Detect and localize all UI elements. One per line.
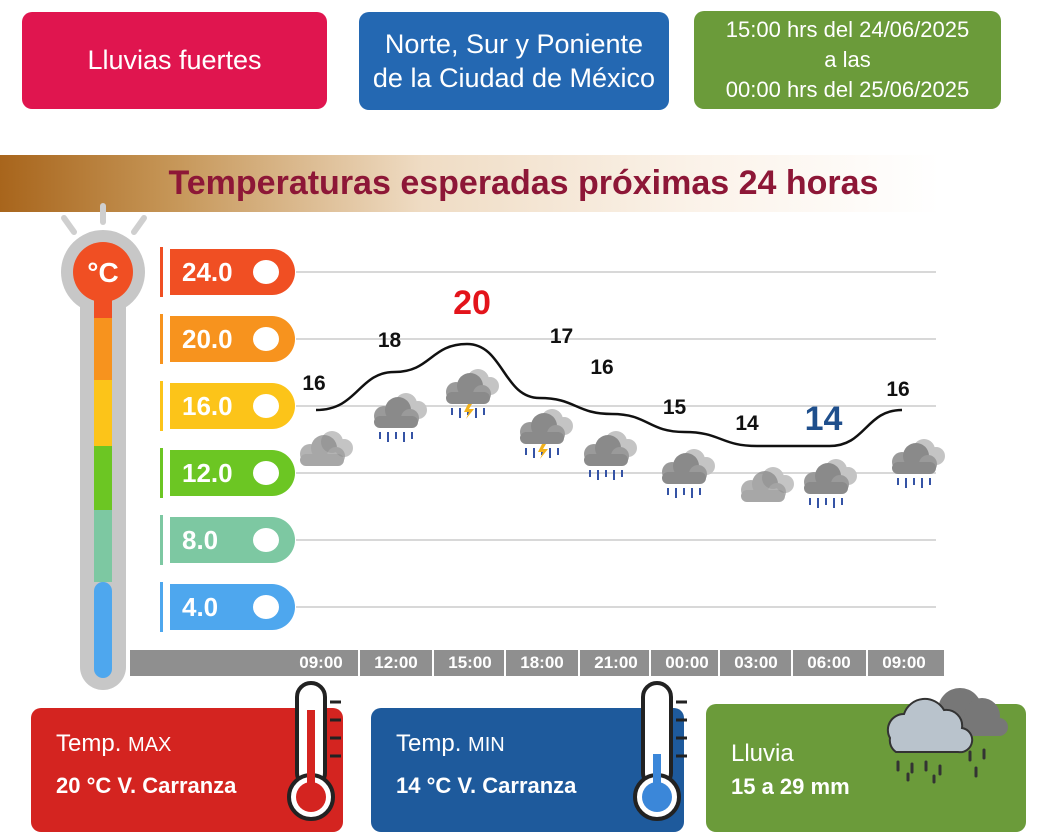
period-badge: 15:00 hrs del 24/06/2025 a las 00:00 hrs…	[694, 11, 1001, 109]
max-value-label: 20	[453, 284, 491, 322]
value-label: 15	[663, 396, 687, 419]
min-card-sub: MIN	[468, 734, 505, 756]
time-tick: 06:00	[807, 653, 851, 672]
time-tick: 00:00	[665, 653, 709, 672]
title-banner	[0, 155, 940, 212]
scale-tag-value: 16.0	[182, 391, 233, 421]
scale-tag: 24.0	[170, 249, 295, 295]
scale-tag-marker	[160, 448, 163, 498]
max-card-title: Temp.	[56, 730, 122, 757]
tick-separator	[432, 650, 434, 676]
rain-cloud-icon	[892, 439, 945, 488]
scale-tag: 12.0	[170, 450, 295, 496]
scale-tag-value: 4.0	[182, 592, 219, 622]
max-card-value: 20 °C V. Carranza	[56, 773, 237, 798]
scale-tag: 4.0	[170, 584, 295, 630]
scale-dot	[253, 528, 279, 552]
rain-cloud-icon	[584, 431, 637, 480]
scale-dot	[253, 461, 279, 485]
scale-dot	[253, 260, 279, 284]
scale-tag-value: 20.0	[182, 324, 233, 354]
time-tick: 21:00	[594, 653, 638, 672]
period-line-1: 15:00 hrs del 24/06/2025	[725, 17, 970, 42]
value-label: 16	[302, 372, 325, 395]
scale-tag: 8.0	[170, 517, 295, 563]
max-card-sub: MAX	[128, 734, 172, 756]
min-card-value: 14 °C V. Carranza	[396, 773, 577, 798]
rain-card-title: Lluvia	[731, 740, 794, 767]
thermometer-max-icon	[287, 681, 341, 821]
min-value-label: 14	[805, 400, 843, 438]
tick-separator	[866, 650, 868, 676]
gridline	[296, 472, 936, 474]
scale-tag-marker	[160, 314, 163, 364]
tick-separator	[791, 650, 793, 676]
time-tick: 03:00	[734, 653, 778, 672]
rain-card-value: 15 a 29 mm	[731, 774, 850, 799]
tick-separator	[718, 650, 720, 676]
scale-tag: 20.0	[170, 316, 295, 362]
value-label: 18	[378, 329, 402, 352]
scale-tag-value: 24.0	[182, 257, 233, 287]
gridline	[296, 338, 936, 340]
storm-cloud-icon	[520, 409, 573, 459]
zone-line-2: de la Ciudad de México	[372, 63, 656, 93]
cloudy-icon	[741, 467, 794, 502]
thermometer-icon: °C	[61, 203, 147, 690]
tick-separator	[504, 650, 506, 676]
storm-cloud-icon	[446, 369, 499, 419]
page-title: Temperaturas esperadas próximas 24 horas	[168, 164, 879, 202]
rain-cloud-icon	[662, 449, 715, 498]
gridline	[296, 606, 936, 608]
rain-cloud-icon	[804, 459, 857, 508]
period-line-3: 00:00 hrs del 25/06/2025	[725, 77, 970, 102]
zone-line-1: Norte, Sur y Poniente	[384, 29, 644, 59]
value-label: 16	[590, 356, 613, 379]
rain-cloud-icon	[374, 393, 427, 442]
period-line-2: a las	[824, 47, 871, 72]
gridline	[296, 539, 936, 541]
max-temp-card: Temp. MAX 20 °C V. Carranza	[31, 708, 343, 832]
time-tick: 18:00	[520, 653, 564, 672]
time-axis	[130, 650, 944, 676]
gridline	[296, 271, 936, 273]
scale-dot	[253, 327, 279, 351]
scale-tag-value: 12.0	[182, 458, 233, 488]
time-tick: 09:00	[299, 653, 343, 672]
scale-tag-value: 8.0	[182, 525, 219, 555]
time-tick: 09:00	[882, 653, 926, 672]
time-tick: 12:00	[374, 653, 418, 672]
zone-badge: Norte, Sur y Poniente de la Ciudad de Mé…	[359, 12, 669, 110]
min-temp-card: Temp. MIN 14 °C V. Carranza	[371, 708, 684, 832]
alert-label: Lluvias fuertes	[87, 45, 262, 75]
scale-tag-marker	[160, 247, 163, 297]
scale-tag: 16.0	[170, 383, 295, 429]
temperature-line	[315, 342, 903, 448]
value-label: 14	[735, 412, 759, 435]
alert-badge: Lluvias fuertes	[22, 12, 327, 109]
scale-tag-marker	[160, 515, 163, 565]
tick-separator	[649, 650, 651, 676]
scale-dot	[253, 394, 279, 418]
gridline	[296, 405, 936, 407]
time-tick: 15:00	[448, 653, 492, 672]
thermometer-min-icon	[633, 681, 687, 821]
tick-separator	[358, 650, 360, 676]
rain-cloud-big-icon	[886, 688, 1008, 784]
min-card-title: Temp.	[396, 730, 462, 757]
cloudy-icon	[300, 431, 353, 466]
value-label: 16	[886, 378, 909, 401]
scale-tag-marker	[160, 381, 163, 431]
tick-separator	[578, 650, 580, 676]
scale-tag-marker	[160, 582, 163, 632]
scale-dot	[253, 595, 279, 619]
unit-label: °C	[87, 257, 118, 288]
value-label: 17	[550, 325, 573, 348]
